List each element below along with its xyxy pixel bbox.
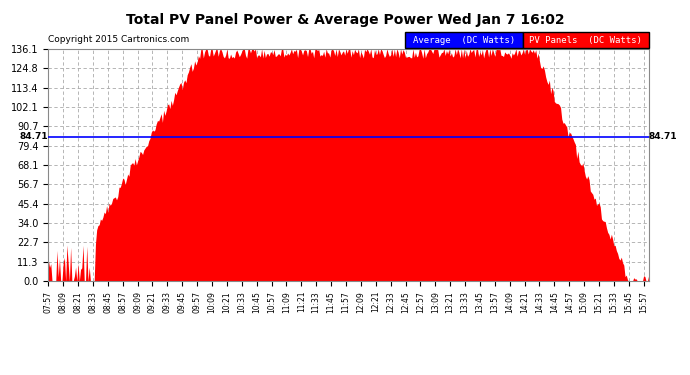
Text: Copyright 2015 Cartronics.com: Copyright 2015 Cartronics.com <box>48 34 190 44</box>
Text: Average  (DC Watts): Average (DC Watts) <box>413 36 515 45</box>
Text: 84.71: 84.71 <box>649 132 677 141</box>
FancyBboxPatch shape <box>522 33 649 48</box>
Text: Total PV Panel Power & Average Power Wed Jan 7 16:02: Total PV Panel Power & Average Power Wed… <box>126 13 564 27</box>
Text: 84.71: 84.71 <box>20 132 48 141</box>
FancyBboxPatch shape <box>406 33 522 48</box>
Text: PV Panels  (DC Watts): PV Panels (DC Watts) <box>529 36 642 45</box>
